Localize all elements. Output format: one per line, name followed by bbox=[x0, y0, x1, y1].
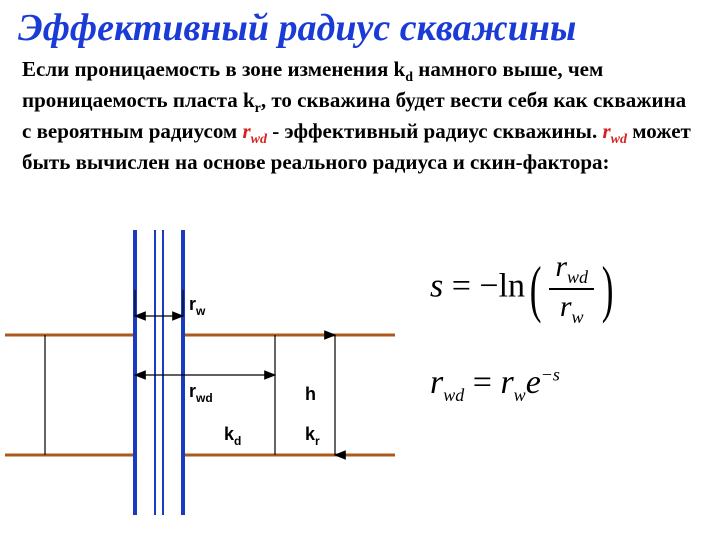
body-red-sub: wd bbox=[611, 132, 627, 147]
body-text: Если проницаемость в зоне изменения k bbox=[22, 57, 405, 81]
eq-lhs: s bbox=[430, 268, 443, 305]
body-paragraph: Если проницаемость в зоне изменения kd н… bbox=[22, 56, 698, 176]
body-sub: d bbox=[405, 70, 413, 85]
frac-num: r bbox=[555, 250, 567, 283]
close-paren: ) bbox=[602, 254, 614, 324]
well-diagram: rw rwd h kd kr bbox=[0, 230, 400, 530]
equation-1: s = −ln(rwdrw) bbox=[430, 250, 710, 328]
body-red: rwd bbox=[602, 119, 627, 143]
diagram-svg: rw rwd h kd kr bbox=[0, 230, 400, 530]
eq-rhs: r bbox=[500, 364, 513, 401]
svg-text:rwd: rwd bbox=[189, 381, 213, 405]
frac-num-sub: wd bbox=[567, 267, 588, 287]
body-red: rwd bbox=[242, 119, 267, 143]
body-red-text: r bbox=[242, 119, 250, 143]
frac-den: r bbox=[560, 290, 572, 323]
svg-text:rw: rw bbox=[189, 294, 206, 318]
frac-den-sub: w bbox=[572, 307, 584, 327]
equation-2: rwd = rwe−s bbox=[430, 364, 710, 406]
formula-block: s = −ln(rwdrw) rwd = rwe−s bbox=[430, 250, 710, 441]
svg-text:kd: kd bbox=[224, 424, 241, 448]
body-red-text: r bbox=[602, 119, 610, 143]
eq-rhs-sup: −s bbox=[541, 364, 560, 384]
eq-lhs: r bbox=[430, 364, 443, 401]
eq-rhs-pre: −ln bbox=[479, 268, 525, 305]
open-paren: ( bbox=[530, 254, 542, 324]
fraction: rwdrw bbox=[549, 250, 594, 328]
body-text: - эффективный радиус скважины. bbox=[267, 119, 602, 143]
eq-rhs: e bbox=[526, 364, 541, 401]
eq-rhs-sub: w bbox=[514, 384, 526, 404]
page-title: Эффективный радиус скважины bbox=[18, 6, 576, 50]
eq-lhs-sub: wd bbox=[443, 384, 464, 404]
title-text: Эффективный радиус скважины bbox=[18, 7, 576, 49]
svg-text:h: h bbox=[305, 384, 316, 404]
svg-text:kr: kr bbox=[305, 424, 320, 448]
body-red-sub: wd bbox=[251, 132, 267, 147]
